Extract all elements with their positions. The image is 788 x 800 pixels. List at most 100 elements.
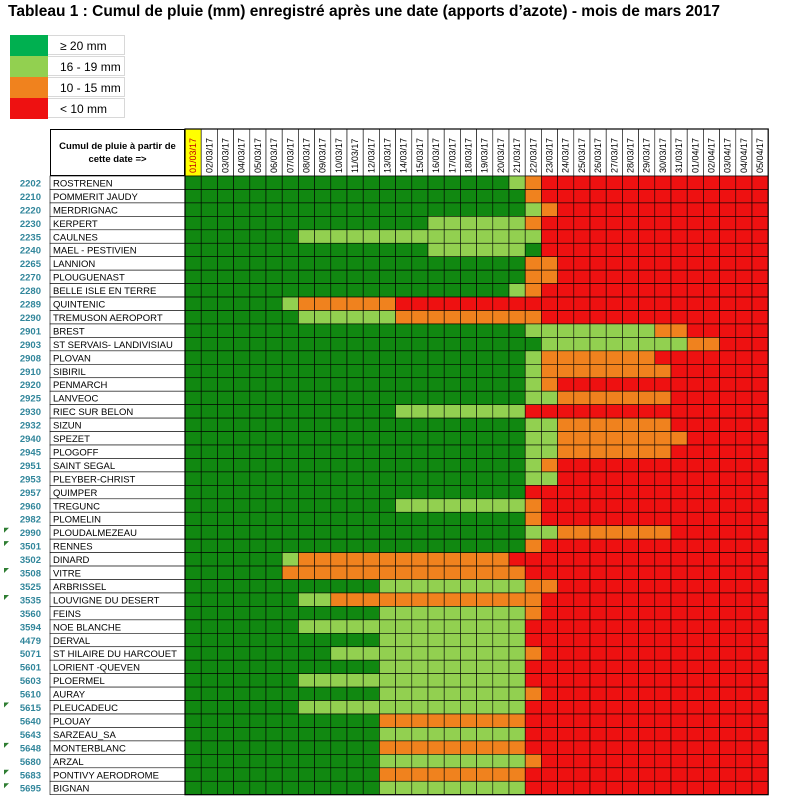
rain-cell	[476, 632, 494, 648]
rain-cell	[703, 444, 720, 459]
rain-cell	[346, 229, 364, 244]
rain-cell	[395, 632, 413, 648]
rain-cell	[395, 740, 413, 755]
rain-cell	[265, 727, 283, 742]
rain-cell	[686, 498, 704, 513]
rain-cell	[622, 592, 639, 607]
rain-cell	[411, 256, 429, 271]
rain-cell	[638, 216, 656, 231]
rain-cell	[508, 619, 526, 634]
rain-cell	[541, 390, 558, 405]
rain-cell	[605, 337, 623, 352]
rain-cell	[719, 229, 737, 244]
rain-cell	[330, 511, 348, 526]
rain-cell	[184, 363, 202, 379]
rain-cell	[460, 780, 477, 795]
rain-cell	[411, 619, 429, 634]
rain-cell	[492, 216, 510, 231]
rain-cell	[346, 202, 364, 217]
rain-cell	[524, 242, 542, 257]
rain-cell	[427, 417, 445, 432]
station-name: ST HILAIRE DU HARCOUET	[53, 649, 177, 660]
rain-cell	[362, 592, 380, 607]
rain-cell	[395, 511, 413, 526]
rain-cell	[524, 444, 542, 459]
rain-cell	[184, 754, 202, 769]
rain-cell	[492, 767, 510, 782]
rain-cell	[460, 579, 477, 594]
rain-cell	[379, 700, 396, 715]
rain-cell	[379, 780, 396, 795]
rain-cell	[703, 363, 720, 379]
station-code: 3525	[20, 582, 42, 593]
station-name: TREGUNC	[53, 501, 100, 512]
date-header-label: 26/03/17	[593, 138, 603, 173]
rain-cell	[411, 767, 429, 782]
rain-cell	[330, 727, 348, 742]
rain-cell	[541, 175, 558, 190]
rain-cell	[541, 458, 558, 473]
rain-cell	[265, 592, 283, 607]
rain-cell	[281, 229, 299, 244]
rain-cell	[589, 565, 607, 580]
rain-cell	[411, 323, 429, 338]
rain-cell	[362, 727, 380, 742]
rain-cell	[735, 256, 753, 271]
rain-cell	[541, 780, 558, 795]
rain-cell	[735, 417, 753, 432]
rain-cell	[476, 740, 494, 755]
rain-cell	[476, 659, 494, 674]
station-code: 3501	[20, 542, 42, 553]
rain-cell	[589, 229, 607, 244]
rain-cell	[605, 659, 623, 674]
rain-cell	[589, 686, 607, 701]
rain-cell	[589, 767, 607, 782]
rain-cell	[184, 525, 202, 540]
rain-cell	[557, 511, 575, 526]
rain-cell	[460, 511, 477, 526]
rain-cell	[427, 363, 445, 379]
rain-cell	[298, 565, 315, 580]
rain-cell	[524, 780, 542, 795]
rain-cell	[184, 350, 202, 365]
rain-cell	[298, 659, 315, 674]
rain-cell	[233, 471, 251, 486]
rain-cell	[443, 579, 461, 594]
station-name: PLEYBER-CHRIST	[53, 474, 136, 485]
rain-cell	[217, 632, 234, 648]
rain-cell	[735, 458, 753, 473]
rain-cell	[314, 727, 332, 742]
rain-cell	[686, 269, 704, 284]
rain-cell	[379, 592, 396, 607]
rain-cell	[200, 404, 218, 419]
rain-cell	[427, 700, 445, 715]
rain-cell	[541, 740, 558, 755]
rain-cell	[200, 780, 218, 795]
rain-cell	[346, 444, 364, 459]
rain-cell	[298, 525, 315, 540]
rain-cell	[719, 713, 737, 728]
rain-cell	[638, 606, 656, 621]
rain-cell	[427, 632, 445, 648]
station-name: VITRE	[53, 569, 81, 580]
rain-cell	[524, 283, 542, 298]
rain-cell	[476, 485, 494, 500]
rain-cell	[395, 404, 413, 419]
rain-cell	[573, 713, 591, 728]
station-name: SPEZET	[53, 434, 90, 445]
rain-cell	[654, 390, 672, 405]
rain-cell	[654, 767, 672, 782]
rain-cell	[249, 417, 267, 432]
rain-cell	[427, 780, 445, 795]
rain-cell	[460, 619, 477, 634]
rain-cell	[265, 350, 283, 365]
rain-cell	[427, 727, 445, 742]
rain-cell	[605, 189, 623, 204]
rain-cell	[427, 404, 445, 419]
rain-cell	[557, 646, 575, 661]
rain-cell	[395, 498, 413, 513]
rain-cell	[703, 377, 720, 392]
rain-cell	[298, 673, 315, 688]
rain-cell	[476, 256, 494, 271]
rain-cell	[281, 310, 299, 325]
